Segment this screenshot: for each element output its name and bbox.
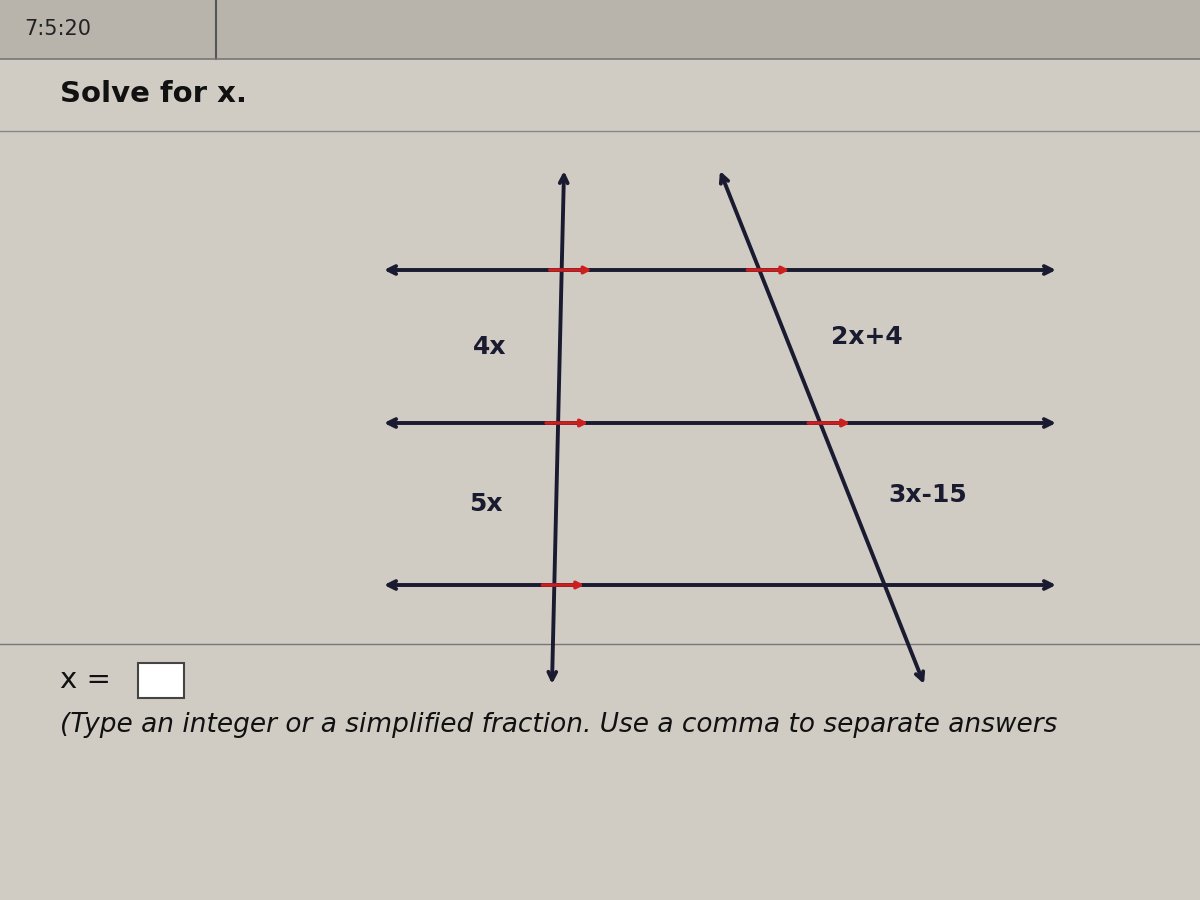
Text: Solve for x.: Solve for x.: [60, 80, 247, 109]
Text: 7:5:20: 7:5:20: [24, 19, 91, 39]
Text: 2x+4: 2x+4: [832, 326, 904, 349]
Text: (Type an integer or a simplified fraction. Use a comma to separate answers: (Type an integer or a simplified fractio…: [60, 712, 1057, 737]
Text: 5x: 5x: [469, 492, 503, 516]
Bar: [0, 0, 1200, 58]
Text: 3x-15: 3x-15: [889, 483, 967, 507]
Text: 4x: 4x: [473, 335, 506, 358]
FancyBboxPatch shape: [138, 663, 184, 698]
Text: x =: x =: [60, 665, 112, 694]
